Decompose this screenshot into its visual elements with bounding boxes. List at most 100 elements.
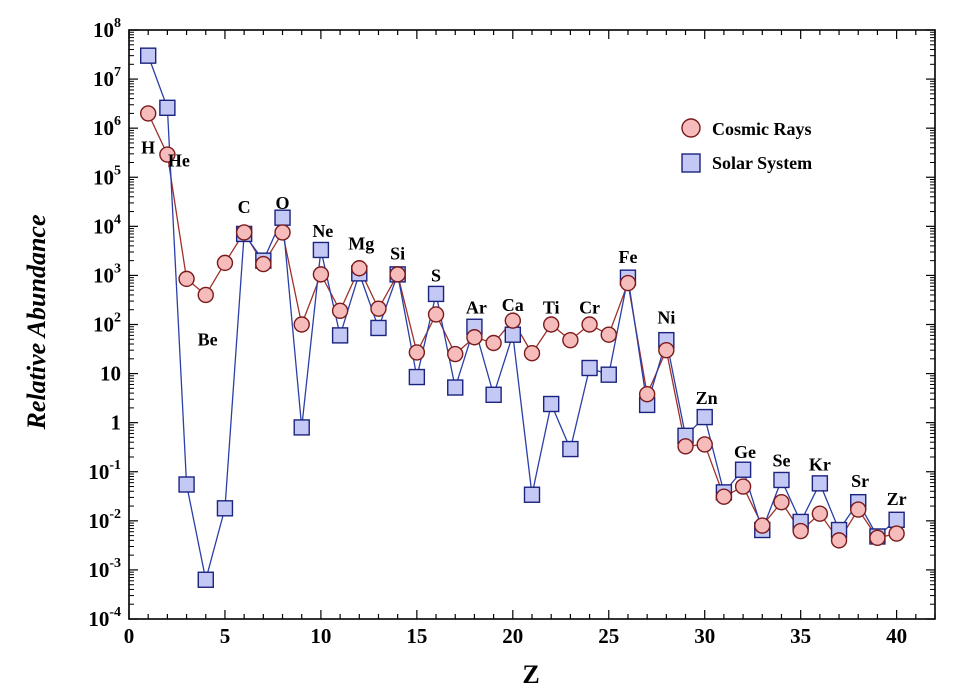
x-tick-label: 30 — [694, 624, 715, 648]
data-point-cosmic-rays — [447, 345, 464, 363]
data-point-cosmic-rays — [466, 329, 483, 346]
y-tick-label: 10-2 — [88, 507, 121, 533]
x-tick-label: 5 — [220, 624, 231, 648]
data-point-cosmic-rays — [850, 501, 867, 518]
element-label: Zr — [887, 489, 907, 509]
y-tick-label: 10 — [100, 362, 121, 386]
element-label: Ar — [466, 298, 487, 318]
data-point-cosmic-rays — [523, 345, 541, 362]
x-tick-label: 15 — [406, 624, 427, 648]
legend: Cosmic Rays Solar System — [681, 118, 812, 173]
data-point-cosmic-rays — [619, 274, 637, 292]
element-label: H — [141, 138, 155, 158]
data-point-cosmic-rays — [562, 331, 579, 349]
data-point-solar-system — [312, 241, 330, 259]
data-point-solar-system — [485, 386, 502, 403]
x-tick-label: 40 — [886, 624, 907, 648]
data-point-cosmic-rays — [274, 224, 291, 241]
element-label: S — [431, 265, 441, 285]
data-point-cosmic-rays — [331, 302, 349, 320]
element-label: C — [238, 197, 251, 217]
element-label: Kr — [809, 455, 831, 475]
element-label: Sr — [851, 471, 869, 491]
data-point-cosmic-rays — [888, 525, 905, 542]
element-label: Ge — [734, 442, 756, 462]
data-point-solar-system — [504, 326, 522, 343]
legend-label-solar-system: Solar System — [712, 153, 812, 173]
x-tick-label: 35 — [790, 624, 811, 648]
data-point-cosmic-rays — [830, 532, 848, 549]
element-label: He — [168, 150, 190, 170]
legend-marker-cosmic-rays — [681, 118, 701, 138]
series-line-cosmic-rays — [147, 113, 897, 542]
data-point-cosmic-rays — [600, 326, 617, 343]
element-label: Fe — [618, 247, 637, 267]
data-point-solar-system — [197, 571, 214, 588]
y-tick-label: 10-4 — [88, 605, 121, 631]
data-point-solar-system — [734, 461, 752, 478]
data-point-solar-system — [523, 486, 541, 503]
data-point-cosmic-rays — [734, 478, 752, 495]
data-point-cosmic-rays — [754, 517, 771, 534]
element-label: Zn — [696, 388, 718, 408]
series-markers — [139, 47, 905, 588]
data-point-cosmic-rays — [504, 312, 522, 329]
data-point-solar-system — [888, 511, 905, 528]
x-axis-title: Z — [522, 660, 539, 689]
data-point-cosmic-rays — [773, 493, 790, 511]
data-point-cosmic-rays — [370, 300, 387, 317]
element-label: Ne — [312, 221, 333, 241]
data-point-cosmic-rays — [178, 270, 195, 288]
data-point-cosmic-rays — [811, 505, 829, 522]
data-point-solar-system — [581, 359, 598, 377]
plot-frame — [128, 29, 936, 620]
element-label: O — [276, 193, 290, 213]
data-point-solar-system — [293, 419, 310, 436]
x-tick-label: 0 — [124, 624, 135, 648]
data-point-solar-system — [216, 500, 234, 517]
data-point-cosmic-rays — [159, 146, 176, 163]
x-tick-label: 20 — [502, 624, 523, 648]
series-lines — [147, 55, 898, 580]
y-tick-label: 104 — [93, 212, 121, 238]
data-point-cosmic-rays — [427, 306, 445, 323]
data-point-cosmic-rays — [792, 522, 809, 540]
data-point-cosmic-rays — [869, 529, 886, 547]
data-point-cosmic-rays — [581, 316, 598, 333]
data-point-solar-system — [696, 408, 713, 426]
data-point-cosmic-rays — [216, 254, 234, 272]
data-point-cosmic-rays — [696, 436, 713, 453]
y-tick-label: 107 — [93, 65, 121, 91]
series-line-solar-system — [147, 55, 898, 580]
data-point-cosmic-rays — [197, 286, 214, 304]
element-label: Ti — [543, 298, 560, 318]
y-tick-label: 108 — [93, 16, 121, 42]
y-axis-title: Relative Abundance — [22, 215, 51, 431]
data-point-cosmic-rays — [312, 266, 330, 283]
element-label: Si — [390, 243, 405, 263]
data-point-cosmic-rays — [255, 255, 272, 273]
legend-marker-solar-system — [681, 153, 701, 173]
data-point-cosmic-rays — [638, 386, 656, 403]
data-point-cosmic-rays — [542, 316, 560, 333]
data-point-solar-system — [562, 440, 579, 458]
data-point-cosmic-rays — [715, 488, 733, 505]
data-point-solar-system — [159, 99, 176, 116]
data-point-solar-system — [773, 471, 790, 489]
data-point-solar-system — [178, 476, 195, 493]
data-point-cosmic-rays — [293, 316, 310, 333]
y-tick-label: 10-1 — [88, 458, 121, 484]
axis-ticks — [128, 29, 936, 620]
data-point-solar-system — [542, 395, 560, 413]
data-point-cosmic-rays — [485, 334, 502, 352]
data-point-cosmic-rays — [658, 341, 675, 359]
y-tick-label: 102 — [93, 311, 121, 337]
element-labels: H He Be C O Ne Mg Si S Ar Ca Ti Cr Fe Ni Zn Ge Se Kr Sr Zr — [141, 138, 906, 509]
y-tick-label: 103 — [93, 261, 121, 287]
element-label: Ca — [502, 295, 524, 315]
data-point-cosmic-rays — [389, 266, 406, 283]
data-point-solar-system — [331, 327, 349, 344]
data-point-cosmic-rays — [351, 260, 368, 277]
tick-labels: 0 5 10 15 20 25 30 35 40108107106105104103102101… — [88, 16, 907, 648]
